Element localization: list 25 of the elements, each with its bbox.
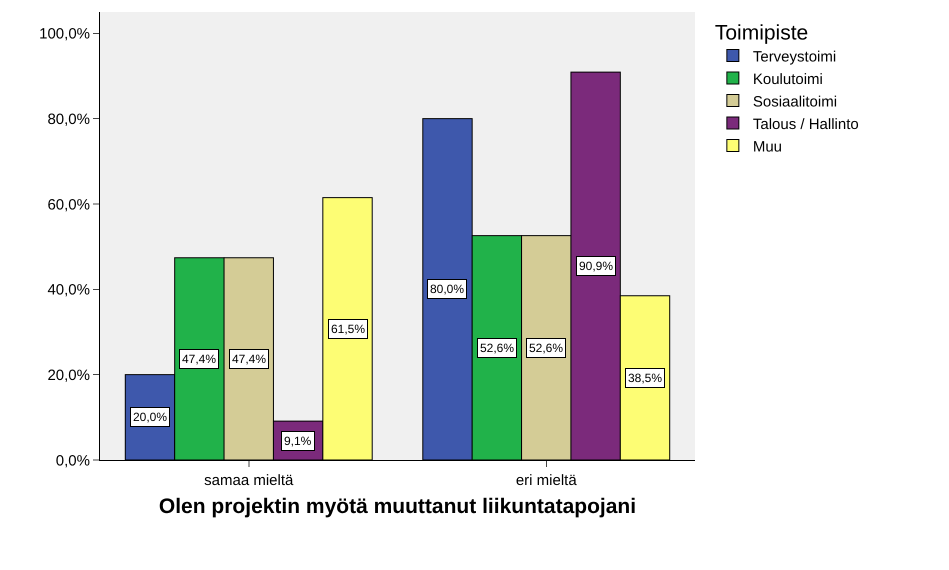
data-label: 47,4% [232, 352, 266, 366]
legend-label: Muu [752, 138, 782, 156]
x-tick-label: eri mieltä [516, 472, 578, 489]
data-label: 90,9% [579, 259, 614, 273]
x-axis-title: Olen projektin myötä muuttanut liikuntatapojani [158, 495, 636, 518]
legend-label: Terveystoimi [752, 48, 836, 66]
data-label: 52,6% [529, 341, 564, 355]
legend-label: Sosiaalitoimi [752, 93, 838, 110]
data-label: 9,1% [284, 434, 312, 448]
y-tick-label: 100,0% [39, 26, 90, 43]
y-tick-label: 0,0% [56, 452, 90, 470]
y-tick-label: 80,0% [47, 110, 90, 128]
x-tick-label: samaa mieltä [204, 472, 294, 489]
legend-label: Koulutoimi [752, 70, 823, 88]
legend-title: Toimipiste [714, 21, 808, 44]
data-label: 20,0% [133, 410, 168, 424]
data-label: 38,5% [628, 371, 662, 385]
legend-label: Talous / Hallinto [752, 116, 859, 133]
data-label: 47,4% [182, 352, 216, 366]
y-tick-label: 20,0% [47, 366, 90, 384]
data-label: 80,0% [430, 282, 464, 296]
data-label: 61,5% [331, 322, 366, 336]
data-label: 52,6% [480, 341, 514, 355]
y-tick-label: 40,0% [47, 282, 90, 299]
y-tick-label: 60,0% [47, 196, 90, 214]
